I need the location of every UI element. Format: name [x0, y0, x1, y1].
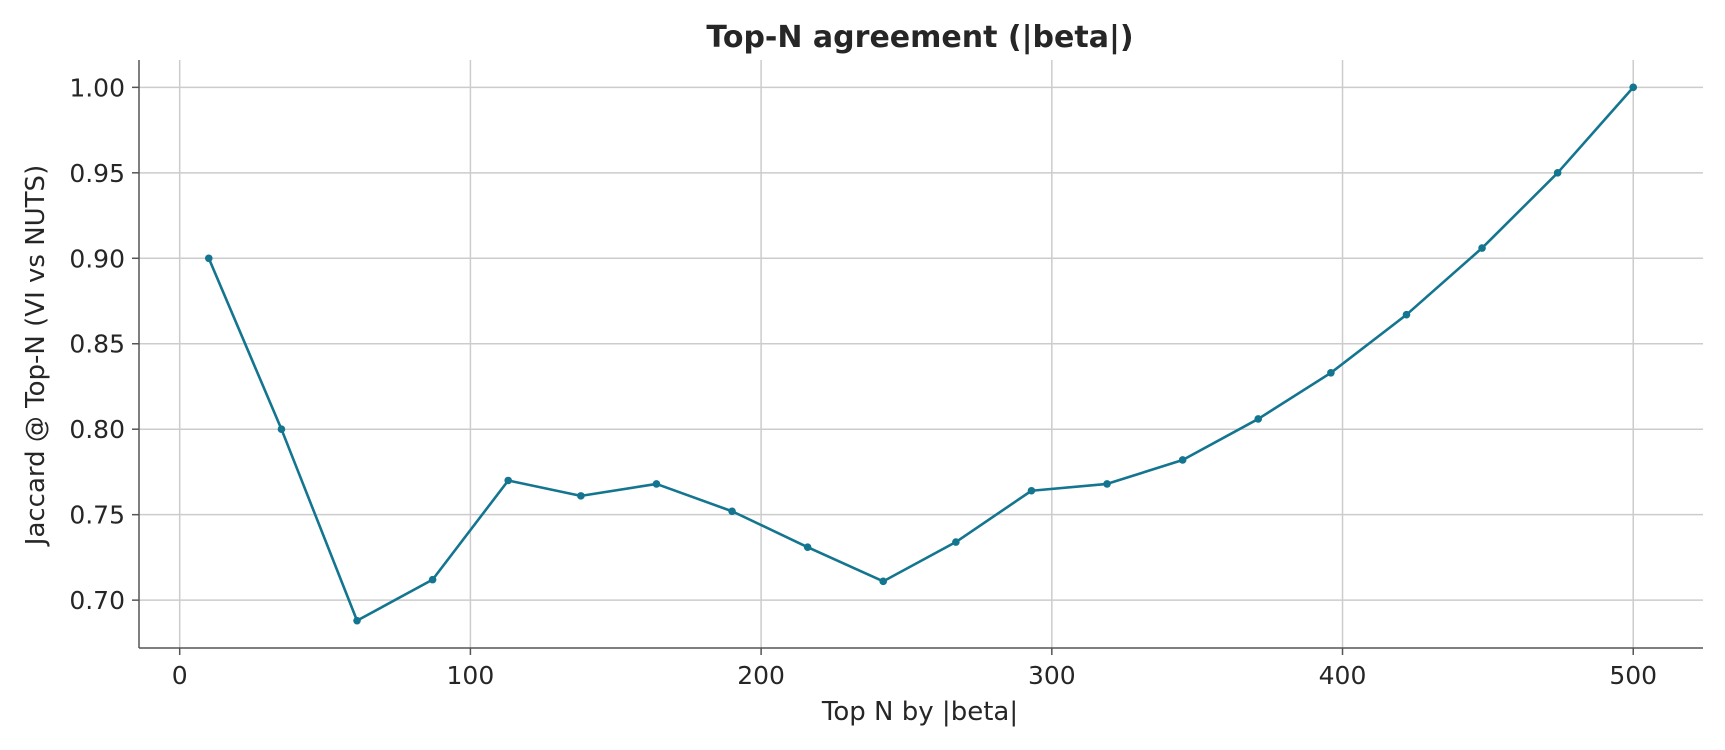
data-point [652, 480, 661, 488]
data-point [1103, 480, 1111, 488]
series-layer [204, 83, 1638, 625]
tick-labels: 0 100 200 300 400 500 0.70 0.75 0.80 0.85 0.90 0.95… [69, 73, 1657, 690]
grid-layer [139, 60, 1703, 648]
data-point [204, 254, 213, 263]
y-tick-label: 0.80 [69, 415, 125, 444]
data-point [504, 476, 512, 485]
y-tick-label: 1.00 [69, 73, 125, 102]
data-point [1478, 244, 1486, 252]
x-axis-label: Top N by |beta| [821, 697, 1018, 727]
data-point [879, 577, 888, 586]
y-tick-label: 0.75 [69, 501, 125, 530]
y-tick-label: 0.90 [69, 244, 125, 273]
chart-title: Top-N agreement (|beta|) [706, 20, 1133, 55]
y-axis-label: Jaccard @ Top-N (VI vs NUTS) [21, 165, 51, 547]
data-point [1402, 310, 1411, 319]
data-point [1178, 456, 1187, 464]
data-point [803, 543, 812, 551]
data-point [952, 538, 960, 546]
data-point [428, 575, 437, 584]
x-tick-label: 100 [447, 661, 495, 690]
data-point [1254, 415, 1263, 423]
data-point [1027, 486, 1036, 495]
data-point [728, 507, 736, 516]
data-point [577, 492, 585, 500]
series-line [207, 86, 1635, 622]
y-tick-label: 0.85 [69, 330, 125, 359]
y-tick-label: 0.95 [69, 159, 125, 188]
data-point [277, 425, 286, 434]
data-point [1629, 83, 1638, 92]
axes-layer [132, 60, 1703, 655]
x-tick-label: 400 [1319, 661, 1367, 690]
x-tick-label: 300 [1028, 661, 1076, 690]
data-point [353, 616, 361, 625]
y-tick-label: 0.70 [69, 586, 125, 615]
x-tick-label: 0 [172, 661, 188, 690]
data-point [1553, 169, 1562, 177]
x-tick-label: 500 [1609, 661, 1657, 690]
x-tick-label: 200 [737, 661, 785, 690]
data-point [1327, 369, 1335, 377]
